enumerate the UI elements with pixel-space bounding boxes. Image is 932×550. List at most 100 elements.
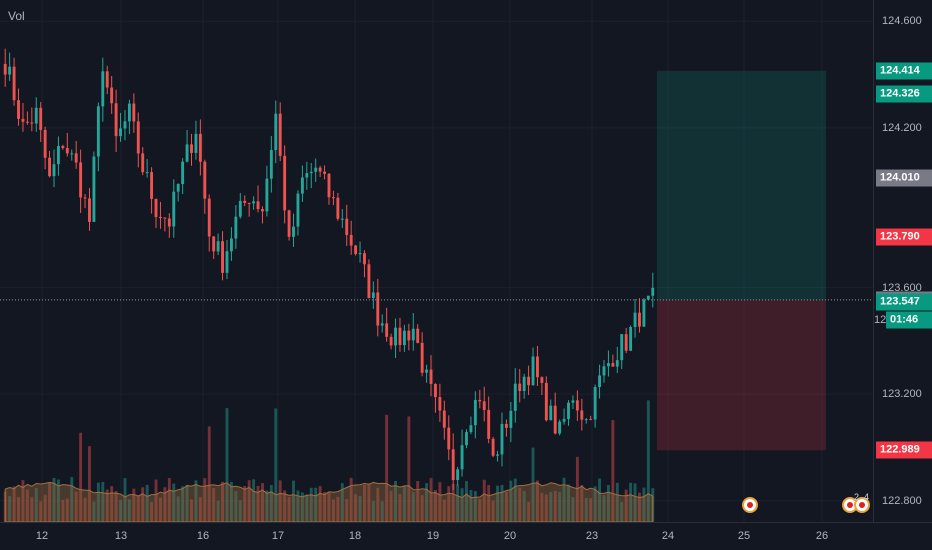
- candle-body: [331, 197, 335, 199]
- candle-body: [8, 66, 12, 75]
- volume-bar: [101, 481, 105, 522]
- candle-body: [198, 133, 202, 162]
- volume-bar: [17, 497, 20, 522]
- candle-body: [52, 164, 56, 177]
- candle-body: [376, 292, 380, 326]
- candle-body: [504, 423, 508, 428]
- price-tag[interactable]: 124.326: [876, 85, 932, 103]
- candle-body: [491, 438, 495, 456]
- volume-bar: [336, 496, 340, 522]
- volume-bar: [30, 497, 34, 522]
- volume-bar: [345, 498, 349, 522]
- candle-body: [114, 103, 118, 137]
- candle-body: [92, 156, 96, 222]
- candle-body: [629, 327, 633, 351]
- candle-body: [513, 383, 517, 411]
- candle-body: [460, 445, 464, 470]
- volume-bar: [79, 432, 83, 522]
- volume-bar: [119, 500, 122, 522]
- candle-body: [380, 323, 384, 326]
- candle-body: [411, 328, 415, 341]
- candle-body: [150, 172, 154, 199]
- candle-body: [176, 184, 180, 192]
- time-axis[interactable]: 12 13 16 17 18 19 20 23 24 25 26: [0, 522, 932, 550]
- candle-body: [141, 153, 145, 173]
- candle-body: [451, 449, 455, 481]
- candle-body: [367, 264, 371, 298]
- price-tag[interactable]: 124.010: [876, 169, 932, 187]
- volume-bar: [434, 490, 437, 522]
- candle-body: [65, 148, 69, 154]
- volume-bar: [57, 479, 60, 522]
- volume-bar: [52, 478, 56, 522]
- volume-bar: [163, 487, 167, 522]
- price-axis[interactable]: 124.600 124.200 123.600 123.200 122.800 124.4…: [873, 0, 932, 522]
- volume-bar: [198, 497, 202, 522]
- volume-bar: [411, 491, 415, 522]
- candle-body: [651, 287, 655, 296]
- candle-body: [633, 312, 637, 328]
- candle-body: [589, 419, 593, 421]
- volume-bar: [465, 481, 468, 522]
- candle-body: [509, 410, 513, 428]
- candle-body: [74, 153, 78, 163]
- candle-body: [181, 161, 185, 185]
- volume-bar: [473, 491, 477, 522]
- volume-bar: [487, 485, 491, 522]
- candle-body: [327, 173, 331, 198]
- volume-bar: [598, 478, 601, 522]
- volume-bar: [292, 480, 295, 522]
- volume-bar: [12, 486, 16, 522]
- price-tag[interactable]: 124.414: [876, 62, 932, 80]
- volume-bar: [252, 479, 256, 522]
- volume-bar: [518, 487, 522, 522]
- candle-body: [544, 382, 548, 421]
- economic-event-icon[interactable]: [742, 497, 758, 513]
- long-position-tool: [0, 70, 873, 451]
- volume-bar: [469, 490, 473, 522]
- volume-bar: [540, 492, 544, 522]
- volume-bar: [296, 490, 300, 522]
- volume-bar: [88, 446, 91, 522]
- volume-bar: [363, 484, 366, 522]
- price-tag[interactable]: 122.989: [876, 441, 932, 459]
- volume-indicator-label[interactable]: Vol: [8, 9, 25, 23]
- volume-bar: [110, 486, 114, 522]
- price-tag[interactable]: 123.790: [876, 228, 932, 246]
- candle-body: [606, 363, 610, 367]
- volume-bar: [238, 500, 242, 522]
- candle-body: [389, 336, 393, 346]
- volume-bar: [96, 482, 100, 522]
- candle-body: [518, 383, 522, 392]
- candle-body: [473, 399, 477, 426]
- candle-body: [500, 423, 504, 455]
- volume-bar: [642, 487, 646, 522]
- economic-event-icon[interactable]: [854, 497, 870, 513]
- volume-bar: [340, 483, 344, 522]
- price-tag[interactable]: 123.547: [876, 293, 932, 311]
- candle-body: [238, 200, 242, 217]
- candle-body: [358, 253, 362, 255]
- countdown-price-prefix: 12: [874, 313, 887, 326]
- volume-bar: [43, 494, 47, 522]
- volume-bar: [221, 481, 224, 522]
- candle-body: [296, 193, 300, 227]
- time-tick-label: 16: [196, 530, 210, 542]
- candle-body: [567, 402, 570, 420]
- candle-body: [70, 153, 74, 155]
- candle-body: [172, 191, 176, 227]
- volume-bar: [478, 498, 482, 522]
- volume-bar: [385, 414, 389, 522]
- candle-body: [318, 167, 322, 172]
- bar-countdown: 01:46: [886, 311, 932, 329]
- volume-bar: [145, 484, 149, 522]
- candle-body: [447, 427, 451, 450]
- candle-body: [562, 419, 566, 422]
- candle-body: [269, 150, 273, 179]
- candle-body: [261, 209, 264, 212]
- candle-body: [243, 200, 247, 203]
- candle-body: [571, 400, 575, 403]
- candle-body: [234, 216, 238, 239]
